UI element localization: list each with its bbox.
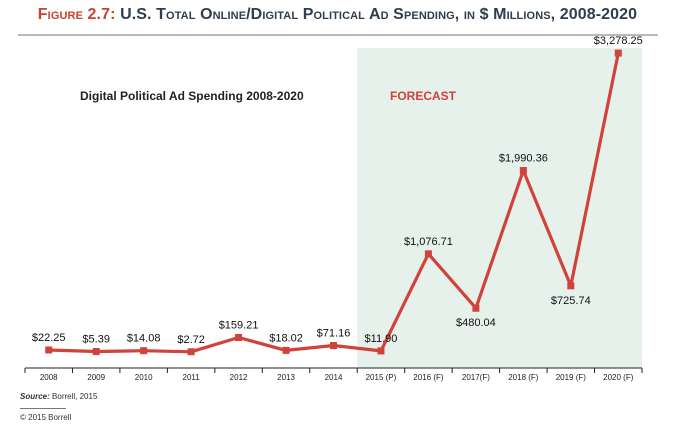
data-point (424, 250, 432, 258)
x-tick-label: 2015 (P) (366, 373, 397, 382)
x-tick-label: 2016 (F) (413, 373, 444, 382)
data-label: $1,076.71 (404, 236, 453, 248)
data-point (187, 348, 195, 356)
data-label: $14.08 (127, 333, 161, 345)
source-note: Source: Borrell, 2015 (20, 392, 97, 401)
data-point (140, 347, 148, 355)
x-tick-label: 2009 (87, 373, 105, 382)
data-label: $480.04 (456, 317, 496, 329)
x-tick-label: 2011 (183, 373, 201, 382)
data-point (282, 346, 290, 354)
data-point (235, 333, 243, 341)
data-label: $159.21 (219, 319, 259, 331)
data-label: $725.74 (551, 295, 591, 307)
chart-title: Digital Political Ad Spending 2008-2020 (80, 89, 304, 103)
data-point (330, 342, 337, 350)
data-label: $2.72 (177, 334, 205, 346)
data-point (472, 304, 480, 312)
copyright: © 2015 Borrell (20, 413, 72, 422)
x-tick-label: 2008 (40, 373, 58, 382)
x-tick-label: 2018 (F) (508, 373, 539, 382)
data-label: $71.16 (317, 328, 351, 340)
title-divider (18, 34, 658, 36)
x-tick-label: 2017(F) (462, 373, 490, 382)
data-point (92, 348, 100, 356)
x-tick-label: 2012 (230, 373, 248, 382)
data-point (45, 346, 53, 354)
forecast-band (357, 48, 642, 368)
figure-title-text: U.S. Total Online/Digital Political Ad S… (120, 6, 638, 23)
x-tick-label: 2013 (277, 373, 295, 382)
source-divider (20, 408, 66, 409)
data-point (614, 49, 622, 57)
data-label: $3,278.25 (594, 35, 643, 47)
data-label: $11.90 (365, 333, 398, 345)
forecast-label: FORECAST (390, 89, 457, 103)
figure-label: Figure 2.7: (37, 6, 116, 23)
x-tick-label: 2014 (325, 373, 343, 382)
data-label: $1,990.36 (499, 153, 548, 165)
data-point (519, 167, 527, 175)
data-label: $5.39 (82, 334, 110, 346)
x-tick-label: 2019 (F) (556, 373, 587, 382)
x-tick-label: 2020 (F) (603, 373, 634, 382)
data-point (567, 282, 575, 290)
figure-title: Figure 2.7: U.S. Total Online/Digital Po… (0, 6, 675, 24)
data-label: $22.25 (32, 332, 66, 344)
x-tick-label: 2010 (135, 373, 153, 382)
data-label: $18.02 (269, 332, 303, 344)
source-text: Borrell, 2015 (52, 392, 98, 401)
source-label: Source: (20, 392, 50, 401)
data-point (377, 347, 385, 355)
